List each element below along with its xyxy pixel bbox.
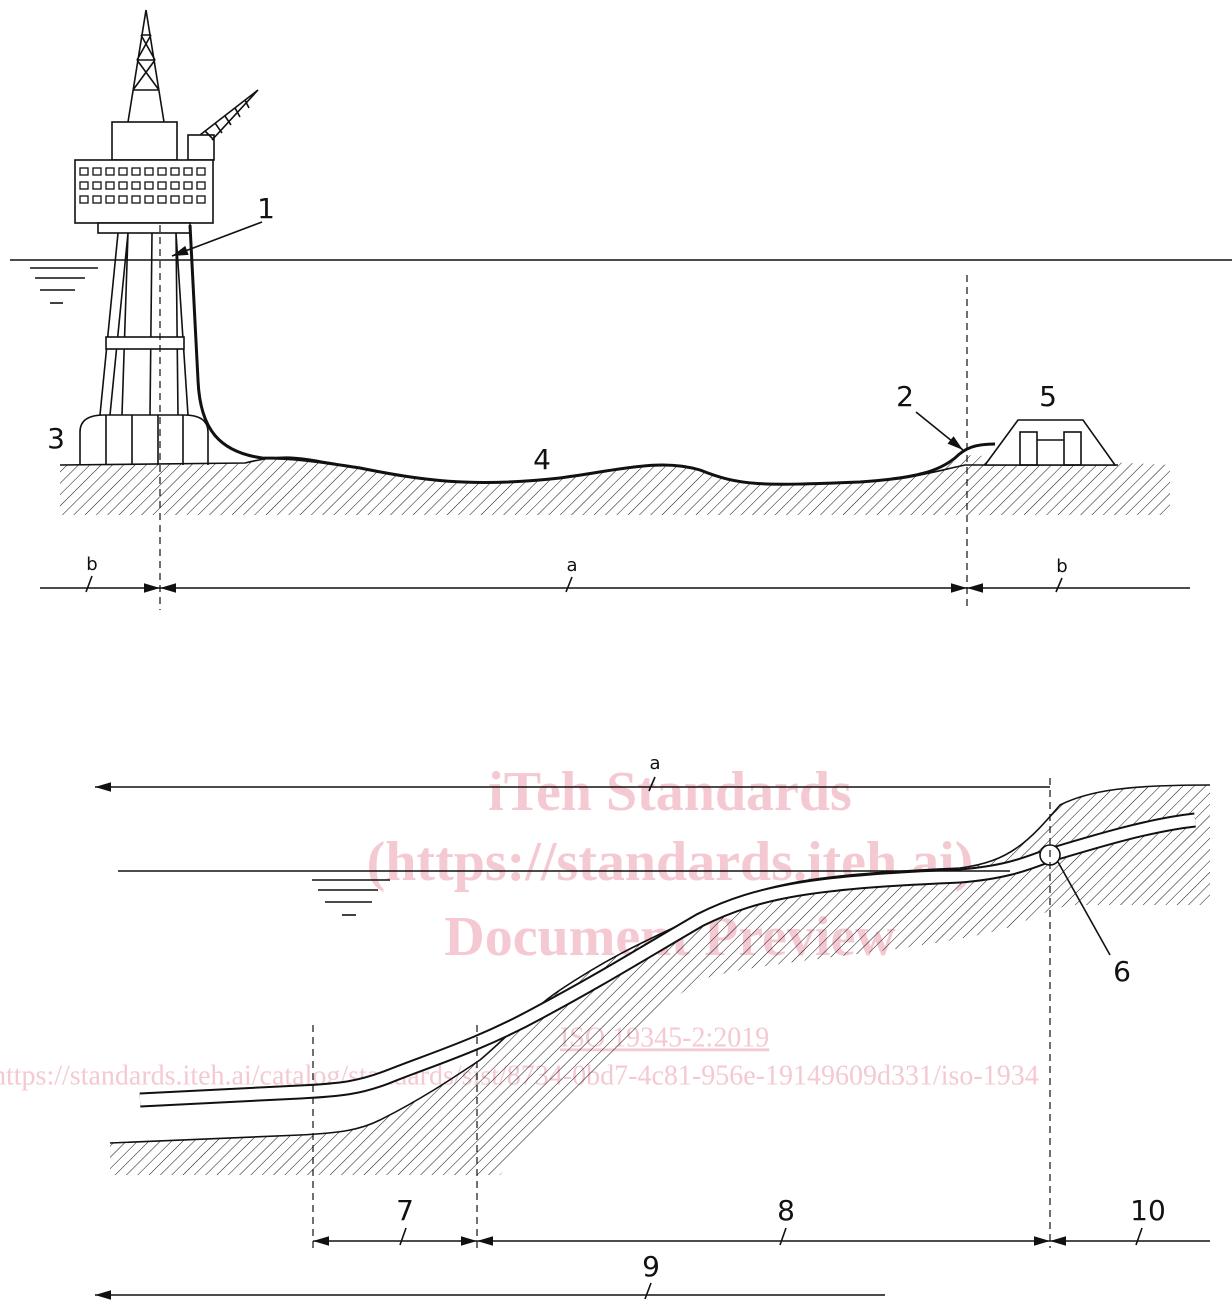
callout: 3	[47, 422, 65, 455]
callout: 7	[396, 1194, 414, 1227]
callout: 8	[777, 1194, 795, 1227]
callout: 1	[257, 192, 275, 225]
callout: 9	[642, 1250, 660, 1283]
watermark-line: iTeh Standards	[488, 761, 852, 823]
callout: 6	[1113, 955, 1131, 988]
callout: 10	[1130, 1194, 1166, 1227]
dimension-label: a	[649, 753, 660, 774]
dimension-label: b	[1056, 556, 1067, 577]
top-figure: 1 2 3 4 5 b a b	[10, 9, 1232, 610]
dimension-label: b	[86, 554, 97, 575]
dimension-label: a	[566, 555, 577, 576]
callout: 5	[1039, 380, 1057, 413]
bottom-figure: a 6 7 8 9 10	[95, 753, 1211, 1300]
callout: 4	[533, 443, 551, 476]
callout: 2	[896, 380, 914, 413]
